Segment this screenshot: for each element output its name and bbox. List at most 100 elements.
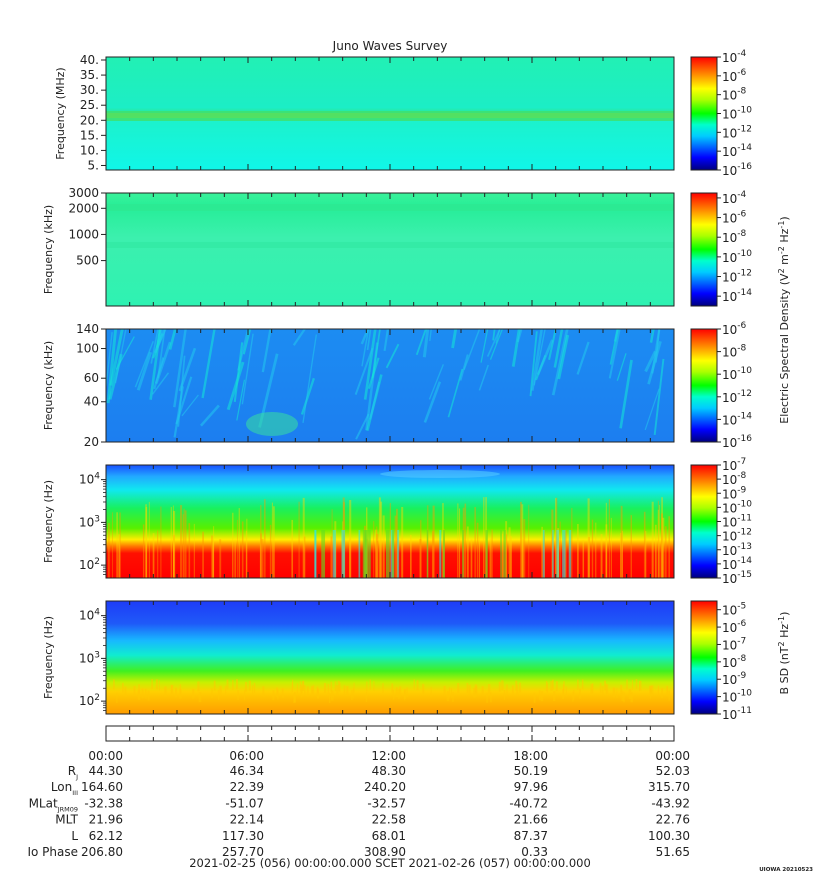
spectrogram-texture-5 [106,679,670,703]
ephemeris-label: L [71,829,78,843]
time-tick-label: 18:00 [513,749,548,763]
ephemeris-value: 315.70 [648,780,690,794]
electric-colorbar-title: Electric Spectral Density (V2 m-2 Hz-1) [777,216,791,423]
spectrogram-3 [106,329,674,442]
colorbar-tick-label: 10-12 [722,528,752,544]
colorbar-tick-label: 10-12 [722,124,752,140]
ephemeris-value: 308.90 [364,845,406,859]
ephemeris-label: MLT [55,813,78,827]
ephemeris-value: 21.96 [89,813,123,827]
ephemeris-label: Io Phase [27,845,78,859]
ephemeris-value: 22.14 [230,813,264,827]
colorbar-tick-label: 10-14 [722,411,752,427]
colorbar-tick-label: 10-12 [722,269,752,285]
ytick-label: 20. [80,113,99,127]
colorbar-tick-label: 10-10 [722,366,752,382]
ytick-label: 100 [76,342,99,356]
ephemeris-label: MLatJRM09 [29,796,78,813]
ephemeris-value: 0.33 [521,845,548,859]
colorbar-tick-label: 10-11 [722,706,752,722]
colorbar-tick-label: 10-16 [722,434,752,450]
colorbar-tick-label: 10-4 [722,49,747,65]
spectrogram-texture-1 [106,111,674,121]
ephemeris-value: -40.72 [509,796,548,810]
ephemeris-value: 46.34 [230,764,264,778]
ytick-label: 40. [80,53,99,67]
colorbar-tick-label: 10-14 [722,556,752,572]
ytick-label: 104 [79,472,100,487]
ytick-label: 3000 [68,186,99,200]
ytick-label: 35. [80,68,99,82]
credit-stamp: UIOWA 20210523 [759,867,813,873]
colorbar-tick-label: 10-6 [722,619,747,635]
time-tick-label: 00:00 [88,749,123,763]
y-axis-label: Frequency (kHz) [42,205,55,294]
colorbar-tick-label: 10-6 [722,321,747,337]
time-tick-label: 12:00 [371,749,406,763]
y-axis-label: Frequency (MHz) [54,67,67,159]
colorbar-tick-label: 10-14 [722,143,752,159]
colorbar-tick-label: 10-8 [722,87,747,103]
ephemeris-value: 97.96 [514,780,548,794]
figure-title: Juno Waves Survey [332,39,448,53]
colorbar-tick-label: 10-6 [722,210,747,226]
colorbar-5 [690,600,718,715]
time-tick-label: 06:00 [229,749,264,763]
colorbar-tick-label: 10-8 [722,654,747,670]
ytick-label: 10. [80,143,99,157]
ytick-label: 2000 [68,201,99,215]
ephemeris-value: 117.30 [222,829,264,843]
ytick-label: 25. [80,98,99,112]
colorbar-tick-label: 10-8 [722,471,747,487]
ytick-label: 40 [84,395,99,409]
y-axis-label: Frequency (Hz) [42,616,55,699]
ytick-label: 30. [80,83,99,97]
colorbar-tick-label: 10-10 [722,689,752,705]
ytick-label: 20 [84,435,99,449]
colorbar-tick-label: 10-5 [722,602,746,618]
ephemeris-value: -32.38 [84,796,123,810]
spectrogram-texture-3 [106,329,665,440]
ephemeris-value: 44.30 [89,764,123,778]
spectrogram-panels: 40.35.30.25.20.15.10.5. Frequency (MHz) 10… [42,49,752,722]
colorbar-4 [690,464,718,579]
ytick-label: 103 [79,514,100,529]
ephemeris-value: 50.19 [514,764,548,778]
spectrogram-texture-2 [106,204,674,248]
panel-3: 140 100 60 40 20 Frequency (kHz) 10-6 10-8 10-10… [42,321,752,450]
panel-4: 104 103 102 Frequency (Hz) 10-710-810-910-10… [42,457,752,586]
ephemeris-value: 240.20 [364,780,406,794]
colorbar-tick-label: 10-13 [722,542,752,558]
colorbar-tick-label: 10-10 [722,106,752,122]
ephemeris-value: -51.07 [225,796,264,810]
ytick-label: 1000 [68,227,99,241]
colorbar-tick-label: 10-10 [722,249,752,265]
colorbar-tick-label: 10-7 [722,457,746,473]
time-tick-label: 00:00 [655,749,690,763]
y-axis-label: Frequency (Hz) [42,480,55,563]
colorbar-tick-label: 10-14 [722,288,752,304]
magnetic-colorbar-title: B SD (nT2 Hz-1) [777,612,791,695]
ytick-label: 5. [88,158,99,172]
spectrogram-2 [106,193,674,306]
ytick-label: 102 [79,693,100,708]
ephemeris-value: 48.30 [372,764,406,778]
y-axis-label: Frequency (kHz) [42,341,55,430]
ephemeris-value: 68.01 [372,829,406,843]
colorbar-2 [690,192,718,307]
time-range-caption: 2021-02-25 (056) 00:00:00.000 SCET 2021-… [189,856,591,870]
colorbar-tick-label: 10-10 [722,499,752,515]
ytick-label: 15. [80,128,99,142]
ephemeris-value: -32.57 [367,796,406,810]
colorbar-1 [690,56,718,171]
colorbar-tick-label: 10-9 [722,485,747,501]
ytick-label: 500 [76,254,99,268]
ephemeris-value: 62.12 [89,829,123,843]
colorbar-tick-label: 10-8 [722,229,747,245]
ephemeris-value: 87.37 [514,829,548,843]
ytick-label: 103 [79,650,100,665]
ephemeris-value: 51.65 [656,845,690,859]
colorbar-tick-label: 10-11 [722,514,752,530]
colorbar-tick-label: 10-8 [722,344,747,360]
